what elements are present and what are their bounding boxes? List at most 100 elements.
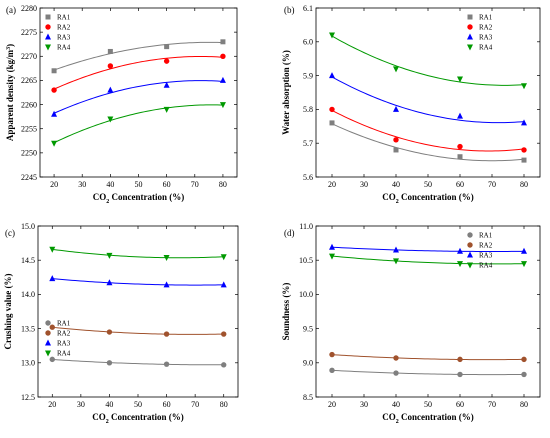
series-fit-line [331,255,525,265]
legend-marker [467,24,473,30]
y-tick-label: 10.5 [299,256,313,265]
legend-label: RA2 [479,24,493,32]
data-point [329,32,335,39]
data-point [163,281,170,288]
chart-panel: (c) 20 30 40 50 60 70 80 12.5 13.0 13.5 14.0 14.5 15.… [3,222,239,425]
data-point [51,68,57,74]
legend-marker [45,330,51,336]
x-axis-label: CO2 Concentration (%) [382,192,474,205]
series-fit-line [52,326,224,335]
legend-label: RA1 [57,14,71,22]
legend: RA1 RA2 RA3 RA4 [45,14,71,52]
y-axis-label: Soundness (%) [281,283,291,341]
y-tick-label: 6.0 [303,38,313,47]
data-point [521,147,527,153]
y-tick-label: 5.8 [303,105,313,114]
y-tick-label: 6.1 [303,4,313,13]
series-fit-line [53,55,223,90]
x-tick-label: 20 [328,180,336,189]
x-tick-label: 30 [360,180,368,189]
x-tick-label: 70 [488,180,496,189]
legend-marker [467,14,473,20]
legend-label: RA3 [479,252,493,260]
data-point [49,246,56,253]
data-point [457,356,463,363]
x-tick-label: 70 [488,400,496,409]
legend-label: RA2 [57,24,71,32]
y-tick-label: 11.0 [299,222,313,231]
x-tick-label: 60 [456,400,464,409]
data-point [521,371,527,378]
x-tick-label: 80 [220,400,228,409]
data-point [329,72,335,79]
data-point [49,324,55,330]
legend-label: RA4 [57,44,71,52]
data-point [393,137,399,143]
data-point [521,247,527,254]
series-fit-line [52,358,224,366]
data-point [106,252,113,259]
series-fit-line [52,278,224,286]
data-point [521,261,527,268]
x-tick-label: 70 [191,180,199,189]
series-fit-line [331,354,525,361]
data-point [329,243,335,250]
legend-marker [45,339,51,346]
data-point [393,258,399,265]
x-tick-label: 80 [520,400,528,409]
data-point [51,87,57,93]
panel-label: (d) [284,228,295,238]
y-tick-label: 13.5 [21,324,35,333]
x-tick-label: 50 [424,400,432,409]
y-tick-label: 14.5 [21,256,35,265]
legend-label: RA1 [479,232,493,240]
legend-label: RA3 [57,34,71,42]
data-point [219,76,226,83]
series-fit-line [53,104,223,144]
x-tick-label: 40 [105,400,113,409]
series-fit-line [331,76,525,124]
legend-marker [45,350,51,357]
x-tick-label: 50 [134,400,142,409]
legend-marker [45,320,51,326]
legend: RA1 RA2 RA3 RA4 [467,14,493,52]
data-point [220,281,227,288]
data-point [106,279,113,286]
x-tick-label: 40 [392,180,400,189]
x-tick-label: 70 [191,400,199,409]
legend-label: RA4 [479,44,493,52]
legend-label: RA4 [57,350,71,358]
data-point [521,157,527,163]
x-tick-label: 40 [106,180,114,189]
data-point [393,105,399,112]
legend-label: RA1 [479,14,493,22]
x-tick-label: 40 [392,400,400,409]
y-tick-label: 10.0 [299,290,313,299]
series-fit-line [331,109,525,152]
data-point [220,254,227,261]
y-tick-label: 2250 [21,149,37,158]
y-tick-label: 2265 [21,76,37,85]
y-tick-label: 2260 [21,100,37,109]
data-point [49,275,56,282]
y-tick-label: 13.0 [21,359,35,368]
data-point [107,48,113,54]
legend-marker [467,251,473,258]
legend-marker [45,24,51,30]
legend-marker [45,33,51,40]
panel-label: (b) [284,5,295,15]
y-tick-label: 2255 [21,125,37,134]
data-point [329,106,335,113]
x-tick-label: 20 [50,180,58,189]
plot-frame [315,7,541,178]
data-point [107,116,114,123]
x-tick-label: 80 [520,180,528,189]
data-point [329,351,335,358]
legend-marker [467,262,473,269]
data-point [457,371,463,378]
x-tick-label: 50 [424,180,432,189]
data-point [219,102,226,109]
y-tick-label: 9.5 [303,324,313,333]
x-axis-label: CO2 Concentration (%) [93,192,185,205]
data-point [163,81,170,88]
